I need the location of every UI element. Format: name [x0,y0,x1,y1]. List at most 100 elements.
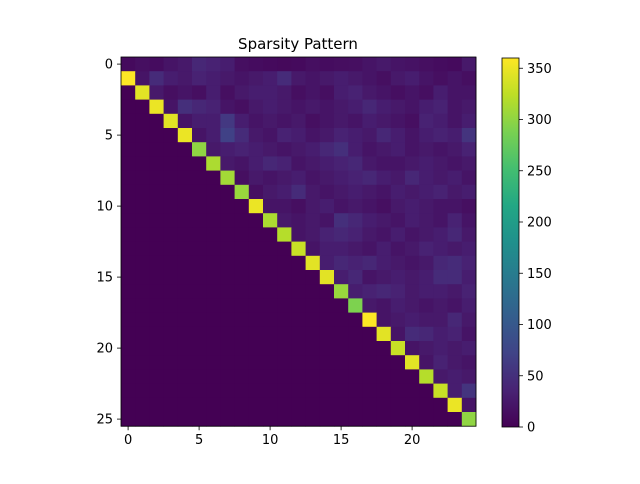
heatmap-cell [192,369,207,384]
heatmap-cell [248,397,264,413]
heatmap-cell [433,412,448,427]
heatmap-cell [234,383,250,399]
heatmap-cell [362,156,377,171]
heatmap-cell [291,184,306,200]
heatmap-cell [461,85,477,100]
heatmap-cell [362,326,377,342]
heatmap-cell [177,113,193,129]
heatmap-cell [177,355,193,370]
heatmap-cell [348,213,363,228]
heatmap-cell [149,326,164,342]
heatmap-cell [263,298,278,313]
heatmap-cell [334,128,349,143]
heatmap-cell [121,383,136,399]
heatmap-cell [305,312,321,328]
heatmap-cell [277,213,292,228]
heatmap-cell [277,241,292,257]
heatmap-cell [135,156,150,171]
heatmap-cell [121,227,136,242]
heatmap-cell [206,397,221,413]
x-tick-label: 15 [333,433,350,448]
heatmap-cell [277,255,292,271]
heatmap-cell [163,341,179,356]
y-tick-label: 10 [96,200,113,215]
heatmap-cell [220,57,235,72]
heatmap-cell [149,397,164,413]
heatmap-cell [291,199,306,214]
heatmap-cell [121,397,136,413]
heatmap-cell [163,383,179,399]
heatmap-cell [461,341,477,356]
heatmap-cell [220,397,235,413]
heatmap-cell [163,270,179,285]
heatmap-cell [177,184,193,200]
heatmap-cell [291,213,306,228]
heatmap-cell [220,270,235,285]
heatmap-cell [433,199,448,214]
heatmap-cell [121,99,136,115]
heatmap-cell [461,412,477,427]
heatmap-cell [192,383,207,399]
heatmap-cell [192,184,207,200]
heatmap-cell [220,213,235,228]
heatmap-cell [206,383,221,399]
heatmap-cell [319,199,335,214]
heatmap-cell [248,227,264,242]
heatmap-cell [121,241,136,257]
heatmap-cell [419,298,434,313]
heatmap-cell [319,156,335,171]
heatmap-cell [405,142,420,157]
heatmap-cell [177,241,193,257]
heatmap-cell [362,85,377,100]
heatmap-cell [263,99,278,115]
heatmap-cell [135,255,150,271]
heatmap-cell [206,156,221,171]
heatmap-cell [405,255,420,271]
heatmap-cell [234,326,250,342]
heatmap-cell [263,270,278,285]
heatmap-cell [192,241,207,257]
heatmap-cell [248,255,264,271]
heatmap-cell [149,199,164,214]
heatmap-cell [348,184,363,200]
heatmap-cell [305,270,321,285]
heatmap-cell [149,312,164,328]
heatmap-cell [447,241,463,257]
heatmap-cell [192,298,207,313]
heatmap-cell [433,326,448,342]
heatmap-cell [405,170,420,186]
heatmap-cell [319,255,335,271]
heatmap-cell [192,355,207,370]
heatmap-cell [177,99,193,115]
heatmap-cell [376,355,392,370]
heatmap-cell [362,341,377,356]
heatmap-cell [291,99,306,115]
heatmap-cell [263,383,278,399]
heatmap-cell [135,326,150,342]
heatmap-cell [433,241,448,257]
heatmap-cell [319,142,335,157]
heatmap-cell [206,312,221,328]
heatmap-cell [334,326,349,342]
heatmap-cell [305,85,321,100]
heatmap-cell [177,312,193,328]
heatmap-cell [362,113,377,129]
heatmap-cell [163,284,179,299]
heatmap-cell [206,355,221,370]
heatmap-cell [433,142,448,157]
heatmap-cell [390,184,406,200]
heatmap-cell [405,298,420,313]
heatmap-cell [220,85,235,100]
heatmap-cell [319,397,335,413]
heatmap-cell [192,71,207,86]
heatmap-cell [319,298,335,313]
heatmap-cell [405,412,420,427]
colorbar-tick-label: 300 [527,113,552,128]
heatmap-cell [305,383,321,399]
heatmap-cell [390,383,406,399]
heatmap-cell [390,270,406,285]
heatmap-cell [390,57,406,72]
heatmap-cell [461,213,477,228]
heatmap-cell [362,227,377,242]
heatmap-cell [405,57,420,72]
